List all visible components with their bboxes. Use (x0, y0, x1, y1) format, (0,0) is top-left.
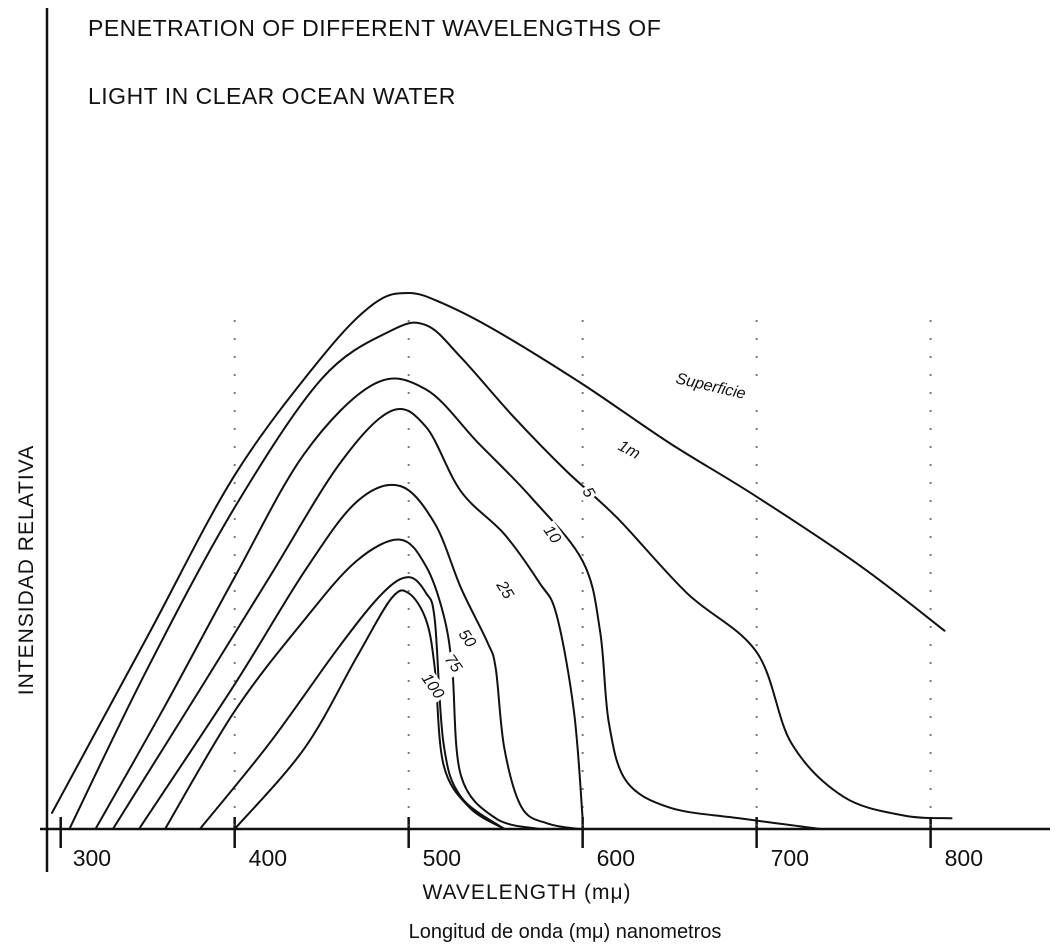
label-backdrop (577, 482, 600, 503)
series-line-100 (233, 589, 506, 830)
series-line-5 (94, 377, 822, 830)
wavelength-guides (233, 320, 932, 829)
x-tick-label: 400 (249, 845, 287, 871)
series-line-50 (164, 538, 541, 830)
series-line-75 (198, 576, 506, 830)
x-ticks: 300 400 500 600 700 800 (59, 817, 983, 871)
x-tick-label: 600 (597, 845, 635, 871)
label-backdrop (538, 520, 566, 549)
curve-label-25: 25 (492, 577, 516, 602)
curve-label-50: 50 (455, 627, 479, 651)
label-backdrop (672, 368, 768, 408)
depth-curves (51, 292, 953, 830)
series-line-10 (111, 407, 584, 830)
series-line-superficie (51, 292, 946, 814)
curve-label-75: 75 (441, 652, 465, 676)
x-axis-sublabel: Longitud de onda (mμ) nanometros (409, 921, 722, 943)
label-backdrop (491, 575, 519, 605)
label-backdrop (453, 624, 481, 653)
chart-title: PENETRATION OF DIFFERENT WAVELENGTHS OF … (88, 15, 661, 109)
title-line-2: LIGHT IN CLEAR OCEAN WATER (88, 83, 456, 109)
x-tick-label: 300 (73, 845, 111, 871)
y-axis-label: INTENSIDAD RELATIVA (15, 445, 38, 695)
x-tick-label: 500 (423, 845, 461, 871)
label-backdrop (439, 649, 467, 678)
curve-label-superficie: Superficie (674, 370, 747, 403)
x-tick-label: 800 (945, 845, 983, 871)
x-axis-label: WAVELENGTH (mμ) (422, 881, 631, 904)
curve-label-10: 10 (540, 523, 564, 547)
label-backdrop (613, 435, 642, 462)
label-backdrop (416, 668, 450, 705)
series-line-1m (68, 321, 953, 830)
series-line-25 (138, 483, 581, 830)
x-tick-label: 700 (771, 845, 809, 871)
title-line-1: PENETRATION OF DIFFERENT WAVELENGTHS OF (88, 15, 661, 41)
